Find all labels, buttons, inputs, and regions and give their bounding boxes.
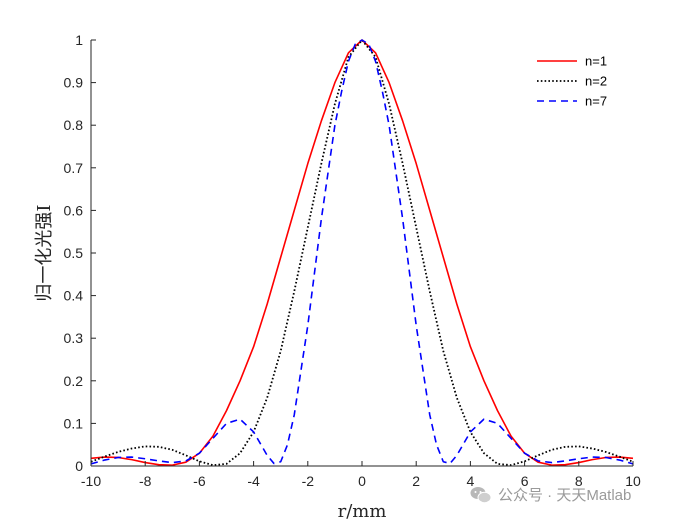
y-tick-label: 0.5 — [64, 245, 84, 261]
x-tick-label: 0 — [358, 473, 366, 489]
legend: n=1 n=2 n=7 — [537, 54, 607, 109]
plot-area — [91, 40, 633, 466]
series-line-3 — [90, 39, 634, 465]
y-axis-label: 归一化光强I — [34, 204, 55, 301]
legend-label-2: n=2 — [585, 74, 607, 89]
x-tick-label: -6 — [193, 473, 206, 489]
x-tick-label: -10 — [81, 473, 101, 489]
y-tick-label: 0.1 — [64, 415, 84, 431]
y-tick-label: 0.8 — [64, 117, 84, 133]
y-tick-label: 1 — [75, 32, 83, 48]
y-tick-label: 0.2 — [64, 373, 84, 389]
y-tick-label: 0 — [75, 458, 83, 474]
ticks-layer: -10 -8 -6 -4 -2 0 2 4 6 8 10 0 0.1 0.2 0.3 0.4 0.5 0.6 0.7… — [64, 32, 641, 489]
x-tick-label: 4 — [467, 473, 475, 489]
series-line-2 — [90, 39, 634, 467]
x-axis-label: r/mm — [338, 501, 387, 522]
y-tick-label: 0.9 — [64, 75, 84, 91]
watermark-text: 公众号 · 天天Matlab — [498, 487, 632, 504]
x-tick-label: 10 — [625, 473, 641, 489]
y-tick-label: 0.7 — [64, 160, 84, 176]
x-tick-label: -8 — [139, 473, 152, 489]
x-tick-label: 6 — [521, 473, 529, 489]
watermark: 公众号 · 天天Matlab — [470, 484, 631, 505]
y-tick-label: 0.4 — [64, 288, 84, 304]
x-tick-label: -4 — [247, 473, 260, 489]
wechat-icon — [470, 486, 492, 503]
x-tick-label: 2 — [412, 473, 420, 489]
legend-label-3: n=7 — [585, 94, 607, 109]
x-tick-label: -2 — [302, 473, 315, 489]
y-tick-label: 0.6 — [64, 202, 84, 218]
y-tick-label: 0.3 — [64, 330, 84, 346]
legend-label-1: n=1 — [585, 54, 607, 69]
series-layer — [90, 39, 634, 467]
x-tick-label: 8 — [575, 473, 583, 489]
